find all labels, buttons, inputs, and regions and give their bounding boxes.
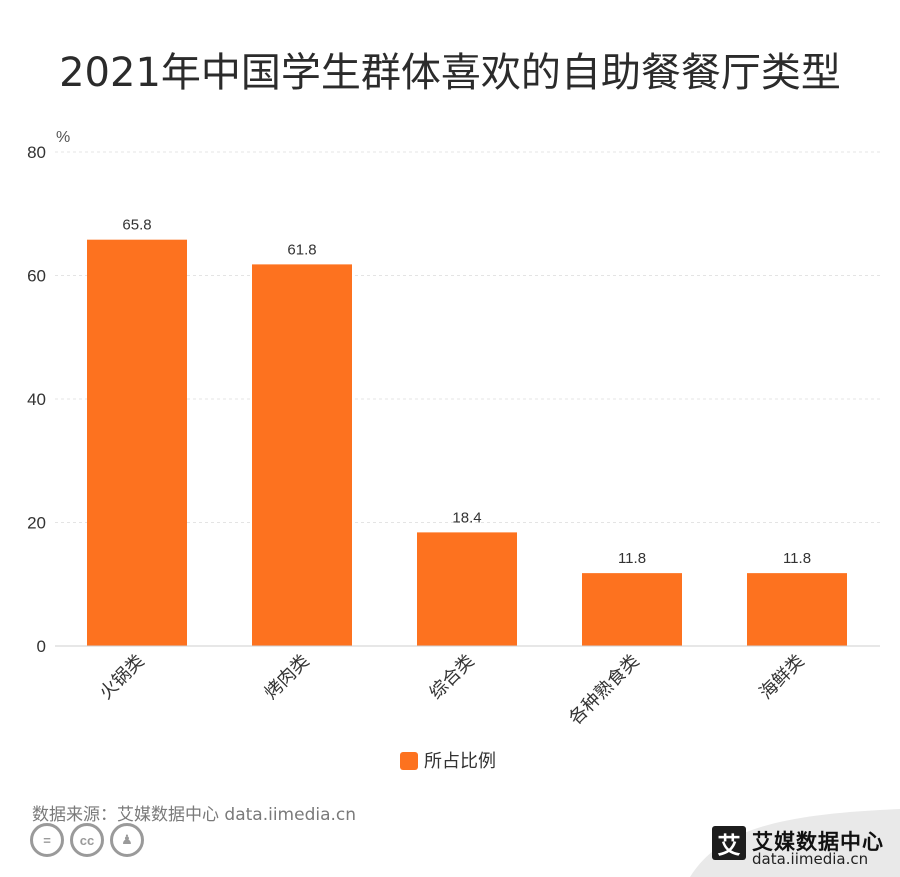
x-tick-label: 火锅类 — [96, 651, 148, 703]
data-label: 65.8 — [122, 217, 151, 234]
bar — [87, 239, 187, 646]
legend: 所占比例 — [400, 751, 496, 771]
license-icons: = cc ♟ — [30, 823, 144, 857]
legend-swatch — [400, 752, 418, 770]
bar — [747, 573, 847, 646]
y-axis-ticks: 0 20 40 60 80 — [27, 143, 46, 656]
bar-chart: 0 20 40 60 80 % 65.8 61.8 18.4 11.8 11.8 火锅类 烤肉类 综… — [27, 129, 880, 771]
corner-decoration — [690, 809, 900, 877]
person-icon: ♟ — [110, 823, 144, 857]
logo-url: data.iimedia.cn — [752, 850, 869, 868]
x-axis-labels: 火锅类 烤肉类 综合类 各种熟食类 海鲜类 — [96, 651, 808, 729]
equals-icon: = — [30, 823, 64, 857]
data-label: 11.8 — [618, 550, 646, 567]
data-label: 18.4 — [452, 509, 481, 526]
bars: 65.8 61.8 18.4 11.8 11.8 — [87, 217, 847, 646]
bar — [252, 264, 352, 646]
y-tick-label: 0 — [37, 637, 46, 656]
logo-mark: 艾 — [712, 826, 746, 860]
x-tick-label: 综合类 — [426, 651, 478, 703]
data-label: 61.8 — [287, 241, 316, 258]
cc-icon: cc — [70, 823, 104, 857]
data-label: 11.8 — [783, 550, 811, 567]
y-tick-label: 80 — [27, 143, 46, 162]
y-tick-label: 40 — [27, 390, 46, 409]
logo-name: 艾媒数据中心 — [752, 830, 884, 854]
x-tick-label: 海鲜类 — [756, 651, 808, 703]
bar — [582, 573, 682, 646]
x-tick-label: 各种熟食类 — [565, 651, 643, 729]
bar — [417, 532, 517, 646]
y-axis-label: % — [56, 129, 70, 146]
y-tick-label: 20 — [27, 514, 46, 533]
legend-label: 所占比例 — [424, 751, 496, 771]
chart-title: 2021年中国学生群体喜欢的自助餐餐厅类型 — [59, 50, 841, 96]
x-tick-label: 烤肉类 — [261, 651, 313, 703]
y-tick-label: 60 — [27, 267, 46, 286]
source-note: 数据来源：艾媒数据中心 data.iimedia.cn — [32, 805, 357, 825]
